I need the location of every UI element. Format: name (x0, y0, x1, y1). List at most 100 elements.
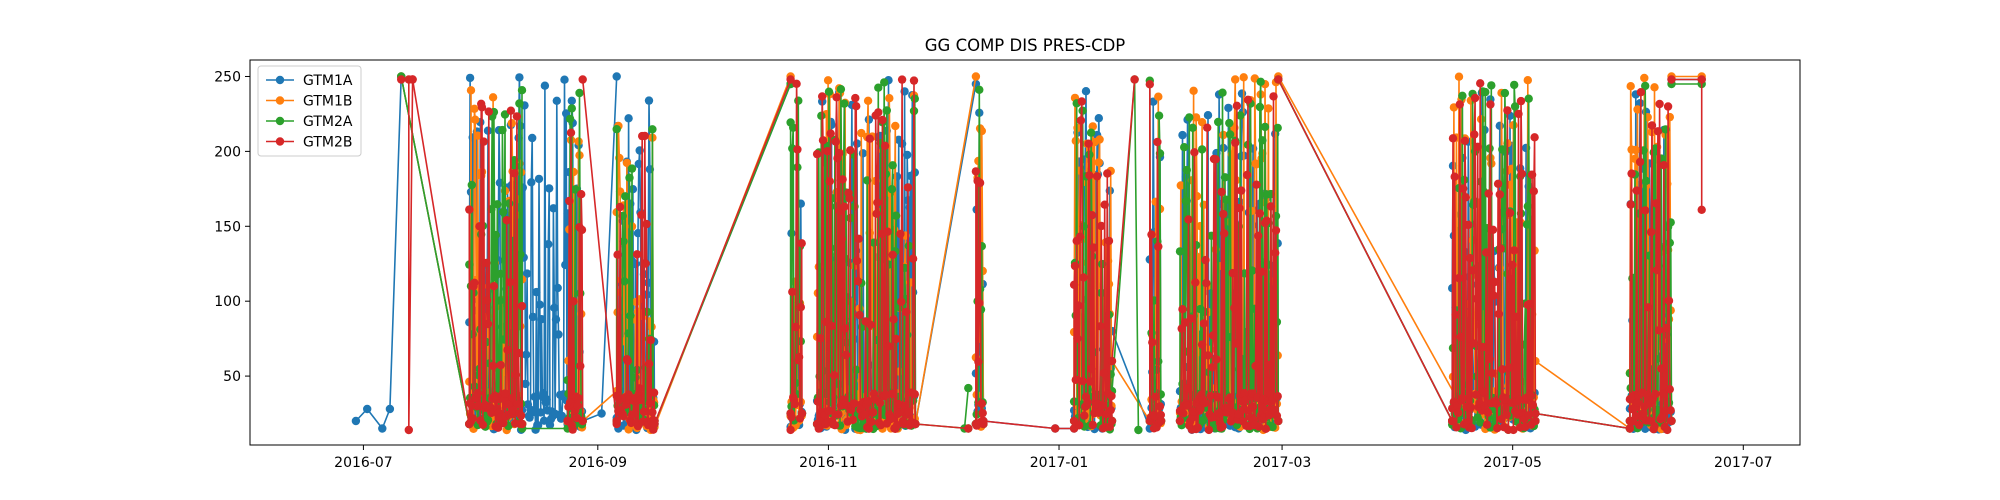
data-point (1220, 229, 1229, 238)
series-line (1111, 79, 1136, 362)
data-point (1086, 364, 1096, 373)
data-point (1097, 221, 1106, 231)
data-point (841, 350, 851, 360)
data-point (499, 418, 508, 428)
data-point (1663, 102, 1673, 111)
data-point (1493, 179, 1503, 188)
x-tick-label: 2017-07 (1714, 455, 1773, 471)
data-point (1231, 339, 1241, 348)
data-point (1079, 273, 1088, 282)
data-point (1154, 111, 1164, 120)
data-point (1081, 87, 1091, 96)
data-point (911, 419, 920, 429)
data-point (569, 297, 578, 306)
data-point (1486, 100, 1495, 109)
data-point (827, 321, 836, 331)
data-point (516, 411, 526, 420)
data-point (1086, 128, 1096, 137)
data-point (896, 229, 905, 239)
data-point (1472, 294, 1482, 303)
series-line (914, 76, 977, 425)
data-point (850, 399, 859, 408)
data-point (875, 398, 885, 408)
data-point (624, 329, 633, 338)
data-point (577, 190, 586, 199)
data-point (1494, 309, 1504, 319)
data-point (498, 125, 507, 135)
data-point (1156, 410, 1166, 420)
data-point (864, 424, 874, 433)
data-point (1627, 169, 1636, 178)
data-point (813, 397, 823, 406)
data-point (1075, 232, 1085, 241)
data-point (1188, 123, 1197, 132)
data-point (1663, 425, 1672, 435)
data-point (1633, 105, 1642, 114)
data-point (1084, 139, 1093, 148)
series-markers (1145, 80, 1166, 433)
data-point (1483, 408, 1493, 417)
series-gtm2b (397, 75, 1706, 435)
data-point (522, 269, 532, 278)
data-point (1525, 299, 1534, 309)
y-tick-label: 150 (214, 219, 241, 235)
data-point (812, 149, 822, 159)
data-point (1654, 326, 1664, 335)
data-point (903, 150, 912, 160)
data-point (1214, 117, 1223, 127)
data-point (487, 408, 496, 418)
data-point (351, 416, 361, 426)
data-point (1502, 410, 1511, 419)
data-point (597, 409, 606, 418)
data-point (1254, 422, 1264, 431)
series-markers (979, 416, 1079, 433)
y-tick-label: 250 (214, 69, 241, 85)
data-point (1255, 102, 1265, 112)
data-point (1231, 138, 1240, 147)
series-line (653, 79, 792, 425)
data-point (1514, 109, 1523, 119)
data-point (824, 87, 834, 96)
data-point (1641, 206, 1650, 215)
data-point (483, 319, 493, 329)
data-point (576, 361, 585, 371)
data-point (1510, 80, 1519, 90)
data-point (1645, 416, 1654, 425)
data-point (466, 86, 476, 95)
data-point (869, 408, 878, 417)
data-point (1087, 211, 1097, 220)
data-point (500, 389, 510, 398)
data-point (840, 324, 850, 333)
data-point (488, 361, 498, 371)
series-markers (812, 75, 920, 433)
data-point (1103, 169, 1112, 178)
data-point (1651, 389, 1660, 399)
data-point (1230, 303, 1239, 313)
data-point (528, 312, 538, 322)
data-point (482, 258, 491, 268)
data-point (1218, 88, 1227, 97)
data-point (1261, 424, 1271, 433)
series-markers (563, 128, 587, 434)
data-point (484, 107, 493, 116)
data-point (554, 330, 563, 339)
data-point (891, 334, 901, 344)
legend-swatch-marker (275, 137, 285, 146)
data-point (1459, 184, 1468, 193)
data-point (578, 416, 587, 426)
data-point (1454, 72, 1464, 81)
data-point (1652, 265, 1662, 275)
data-point (1464, 220, 1473, 230)
data-point (1077, 97, 1087, 106)
data-point (470, 104, 479, 114)
data-point (1183, 384, 1192, 393)
data-point (1248, 402, 1258, 411)
data-point (1243, 95, 1253, 105)
data-point (829, 371, 839, 380)
data-point (1178, 305, 1187, 314)
data-point (1197, 118, 1207, 127)
data-point (385, 404, 395, 414)
data-point (1499, 208, 1508, 217)
data-point (650, 419, 659, 429)
chart-title: GG COMP DIS PRES-CDP (925, 36, 1126, 55)
